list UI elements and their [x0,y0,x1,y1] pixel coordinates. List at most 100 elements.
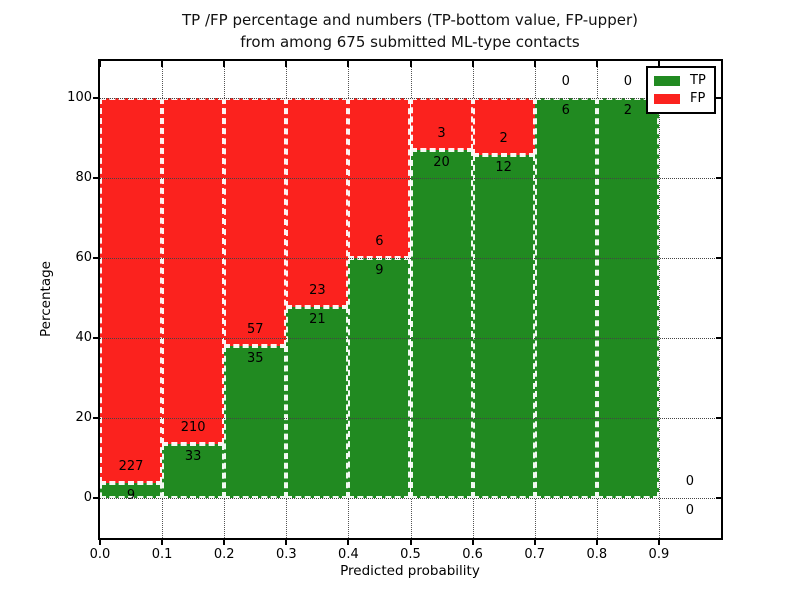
y-tick-label: 80 [75,170,92,185]
x-tick-mark [161,539,164,545]
tp-count-label: 35 [246,350,264,366]
x-tick-mark [223,61,226,67]
x-tick-mark [533,61,536,67]
tp-bar [286,307,349,498]
x-tick-mark [161,61,164,67]
fp-bar [286,98,349,308]
x-tick-mark [99,539,101,545]
legend-swatch-fp [654,94,680,104]
x-tick-mark [533,539,536,545]
fp-count-label: 2 [499,131,508,147]
x-tick-label: 0.1 [151,547,173,562]
y-tick-label: 100 [67,90,92,105]
fp-count-label: 0 [685,474,695,489]
tp-count-label: 9 [375,263,384,278]
legend: TP FP [646,66,716,114]
x-tick-mark [471,61,474,67]
x-tick-mark [99,61,101,67]
legend-swatch-tp [654,76,680,86]
x-tick-label: 0.3 [275,547,297,562]
y-tick-label: 20 [75,410,92,425]
legend-item: TP [654,74,708,88]
x-tick-label: 0.8 [586,547,608,562]
fp-count-label: 0 [561,74,570,89]
y-tick-mark [716,177,722,179]
tp-count-label: 9 [126,487,136,503]
vertical-gridline [658,61,660,538]
fp-count-label: 57 [246,321,264,337]
y-axis-label: Percentage [38,261,54,337]
horizontal-gridline [100,258,721,259]
fp-count-label: 6 [375,234,384,249]
legend-label: TP [690,73,706,88]
tp-bar [596,98,659,498]
x-tick-mark [595,61,598,67]
fp-bar [472,98,535,156]
x-tick-mark [471,539,474,545]
x-tick-mark [657,539,660,545]
tp-count-label: 0 [685,503,695,518]
legend-item: FP [654,92,708,106]
x-tick-label: 0.7 [524,547,546,562]
x-tick-mark [595,539,598,545]
x-tick-mark [657,61,660,67]
fp-bar [100,98,163,483]
tp-bar [410,150,473,498]
tp-bar [348,258,411,498]
tp-bar [472,155,535,498]
tp-count-label: 6 [561,103,570,118]
fp-count-label: 0 [623,74,632,89]
y-tick-mark [93,177,99,179]
tp-count-label: 21 [309,312,326,328]
y-tick-mark [716,97,722,99]
horizontal-gridline [100,498,721,499]
legend-label: FP [690,91,706,106]
tp-count-label: 2 [623,103,632,118]
x-tick-mark [347,61,350,67]
horizontal-gridline [100,418,721,419]
x-tick-label: 0.5 [400,547,421,562]
x-tick-mark [223,539,226,545]
y-tick-label: 60 [75,250,92,265]
x-tick-mark [285,539,288,545]
tp-count-label: 20 [433,155,450,171]
tp-bar [534,98,597,498]
fp-count-label: 210 [180,419,206,435]
fp-bar [410,98,473,151]
y-tick-mark [93,97,99,99]
y-tick-label: 40 [75,330,92,345]
y-tick-mark [716,257,722,259]
chart-title: TP /FP percentage and numbers (TP-bottom… [99,9,721,53]
fp-count-label: 23 [309,283,326,299]
chart-title-line1: TP /FP percentage and numbers (TP-bottom… [182,11,638,29]
x-tick-mark [409,539,412,545]
fp-bar [162,98,225,444]
y-tick-mark [93,417,99,419]
tp-count-label: 12 [495,160,512,176]
x-tick-label: 0.2 [213,547,235,562]
horizontal-gridline [100,338,721,339]
y-tick-mark [716,417,722,419]
tp-bar [162,443,225,498]
y-tick-mark [716,497,722,499]
tp-count-label: 33 [184,448,202,464]
horizontal-gridline [100,98,721,99]
x-tick-label: 0.4 [338,547,359,562]
x-tick-mark [285,61,288,67]
fp-bar [224,98,287,346]
tp-bar [224,345,287,498]
fp-count-label: 227 [118,458,144,474]
y-tick-mark [93,497,99,499]
fp-count-label: 3 [437,126,446,142]
x-tick-label: 0.9 [648,547,670,562]
y-tick-label: 0 [83,490,92,505]
y-tick-mark [716,337,722,339]
y-tick-mark [93,257,99,259]
x-tick-mark [347,539,350,545]
x-tick-label: 0.6 [462,547,483,562]
y-tick-mark [93,337,99,339]
x-axis-label: Predicted probability [340,563,480,579]
tp-bar [100,482,163,498]
x-tick-label: 0.0 [89,547,111,562]
